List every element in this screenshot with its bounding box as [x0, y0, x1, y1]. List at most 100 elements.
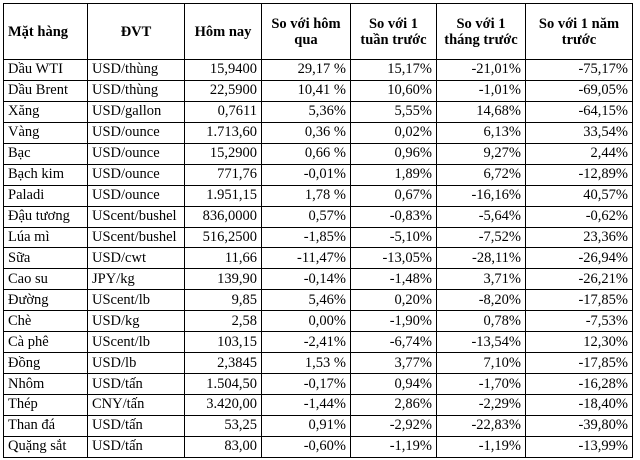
unit-cell: USD/ounce	[87, 163, 185, 186]
change-yesterday-cell: -0,60%	[261, 435, 351, 458]
change-week-cell: -6,74%	[350, 331, 437, 354]
change-year-cell: -17,85%	[525, 352, 633, 375]
change-year-cell: 12,30%	[525, 331, 633, 354]
change-year-cell: -0,62%	[525, 205, 633, 228]
price-today-cell: 836,0000	[184, 205, 262, 228]
unit-cell: CNY/tấn	[87, 394, 185, 416]
change-week-cell: -1,19%	[350, 435, 437, 458]
table-row: Bạc USD/ounce 15,2900 0,66 % 0,96% 9,27% 2,44%	[3, 142, 633, 165]
change-week-cell: 1,89%	[350, 163, 437, 186]
table-row: Vàng USD/ounce 1.713,60 0,36 % 0,02% 6,13% 33,…	[3, 121, 633, 144]
change-year-cell: -18,40%	[525, 394, 633, 416]
commodity-name-cell: Lúa mì	[3, 226, 88, 249]
change-year-cell: -75,17%	[525, 59, 633, 81]
change-yesterday-cell: 0,36 %	[261, 121, 351, 144]
table-row: Lúa mì UScent/bushel 516,2500 -1,85% -5,10% -…	[3, 226, 633, 249]
unit-cell: UScent/bushel	[87, 205, 185, 228]
header-vs-year: So với 1 năm trước	[525, 3, 633, 60]
unit-cell: USD/ounce	[87, 184, 185, 207]
change-yesterday-cell: -1,85%	[261, 226, 351, 249]
commodity-name-cell: Than đá	[3, 414, 88, 437]
change-week-cell: -2,92%	[350, 414, 437, 437]
change-month-cell: -28,11%	[436, 247, 526, 270]
table-row: Dầu WTI USD/thùng 15,9400 29,17 % 15,17% -21,…	[3, 59, 633, 81]
unit-cell: USD/lb	[87, 352, 185, 375]
change-week-cell: 2,86%	[350, 394, 437, 416]
change-yesterday-cell: 0,66 %	[261, 142, 351, 165]
change-week-cell: 3,77%	[350, 352, 437, 375]
table-row: Đồng USD/lb 2,3845 1,53 % 3,77% 7,10% -17,85%	[3, 352, 633, 375]
unit-cell: USD/tấn	[87, 435, 185, 458]
change-month-cell: 9,27%	[436, 142, 526, 165]
price-today-cell: 83,00	[184, 435, 262, 458]
commodity-name-cell: Nhôm	[3, 373, 88, 395]
commodity-name-cell: Cà phê	[3, 331, 88, 354]
change-week-cell: 0,20%	[350, 289, 437, 312]
commodity-name-cell: Bạch kim	[3, 163, 88, 186]
change-week-cell: -1,48%	[350, 268, 437, 291]
price-today-cell: 53,25	[184, 414, 262, 437]
table-row: Bạch kim USD/ounce 771,76 -0,01% 1,89% 6,72% -…	[3, 163, 633, 186]
commodity-name-cell: Dầu WTI	[3, 59, 88, 81]
price-today-cell: 103,15	[184, 331, 262, 354]
table-row: Chè USD/kg 2,58 0,00% -1,90% 0,78% -7,53%	[3, 310, 633, 333]
table-row: Sữa USD/cwt 11,66 -11,47% -13,05% -28,11% -26,…	[3, 247, 633, 270]
price-today-cell: 11,66	[184, 247, 262, 270]
unit-cell: USD/ounce	[87, 142, 185, 165]
price-today-cell: 9,85	[184, 289, 262, 312]
change-year-cell: -17,85%	[525, 289, 633, 312]
change-week-cell: -0,83%	[350, 205, 437, 228]
price-today-cell: 2,58	[184, 310, 262, 333]
header-vs-yesterday: So với hôm qua	[261, 3, 351, 60]
price-today-cell: 1.713,60	[184, 121, 262, 144]
change-month-cell: -2,29%	[436, 394, 526, 416]
change-month-cell: -8,20%	[436, 289, 526, 312]
change-yesterday-cell: 5,46%	[261, 289, 351, 312]
change-week-cell: 10,60%	[350, 79, 437, 102]
unit-cell: JPY/kg	[87, 268, 185, 291]
change-year-cell: -7,53%	[525, 310, 633, 333]
change-month-cell: 6,72%	[436, 163, 526, 186]
table-body: Dầu WTI USD/thùng 15,9400 29,17 % 15,17% -21,…	[3, 59, 633, 458]
header-vs-week: So với 1 tuần trước	[350, 3, 437, 60]
unit-cell: UScent/lb	[87, 331, 185, 354]
change-month-cell: -21,01%	[436, 59, 526, 81]
table-row: Than đá USD/tấn 53,25 0,91% -2,92% -22,83% -39…	[3, 414, 633, 437]
unit-cell: USD/tấn	[87, 373, 185, 395]
change-week-cell: -5,10%	[350, 226, 437, 249]
change-month-cell: -16,16%	[436, 184, 526, 207]
price-today-cell: 15,2900	[184, 142, 262, 165]
change-month-cell: 0,78%	[436, 310, 526, 333]
header-unit: ĐVT	[87, 3, 185, 60]
table-row: Đậu tương UScent/bushel 836,0000 0,57% -0,83…	[3, 205, 633, 228]
unit-cell: USD/cwt	[87, 247, 185, 270]
change-month-cell: 7,10%	[436, 352, 526, 375]
change-week-cell: 0,67%	[350, 184, 437, 207]
commodity-name-cell: Paladi	[3, 184, 88, 207]
change-year-cell: -69,05%	[525, 79, 633, 102]
change-year-cell: 40,57%	[525, 184, 633, 207]
unit-cell: UScent/lb	[87, 289, 185, 312]
change-week-cell: 0,02%	[350, 121, 437, 144]
commodity-name-cell: Bạc	[3, 142, 88, 165]
change-yesterday-cell: -0,14%	[261, 268, 351, 291]
unit-cell: USD/gallon	[87, 100, 185, 123]
change-month-cell: -5,64%	[436, 205, 526, 228]
change-yesterday-cell: 0,00%	[261, 310, 351, 333]
price-today-cell: 0,7611	[184, 100, 262, 123]
change-yesterday-cell: 5,36%	[261, 100, 351, 123]
table-row: Paladi USD/ounce 1.951,15 1,78 % 0,67% -16,16…	[3, 184, 633, 207]
commodity-name-cell: Đậu tương	[3, 205, 88, 228]
price-today-cell: 139,90	[184, 268, 262, 291]
change-yesterday-cell: -0,01%	[261, 163, 351, 186]
change-yesterday-cell: -11,47%	[261, 247, 351, 270]
commodity-price-table: Mặt hàng ĐVT Hôm nay So với hôm qua So v…	[3, 3, 633, 458]
price-today-cell: 15,9400	[184, 59, 262, 81]
change-yesterday-cell: 10,41 %	[261, 79, 351, 102]
table-row: Cà phê UScent/lb 103,15 -2,41% -6,74% -13,54%…	[3, 331, 633, 354]
table-row: Nhôm USD/tấn 1.504,50 -0,17% 0,94% -1,70% -16,…	[3, 373, 633, 395]
unit-cell: USD/thùng	[87, 59, 185, 81]
change-year-cell: -26,94%	[525, 247, 633, 270]
table-row: Cao su JPY/kg 139,90 -0,14% -1,48% 3,71% -26,2…	[3, 268, 633, 291]
change-month-cell: -1,70%	[436, 373, 526, 395]
